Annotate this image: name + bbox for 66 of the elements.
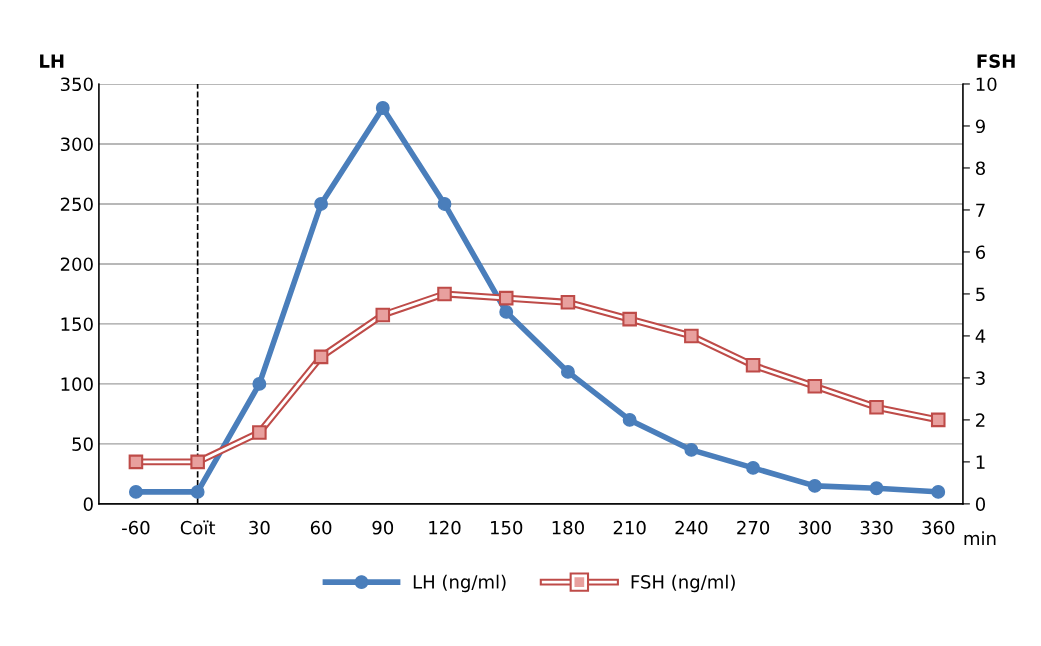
x-tick-label: 120	[429, 520, 461, 535]
point	[684, 328, 699, 344]
x-tick-label: 360	[922, 520, 955, 535]
point	[869, 481, 884, 496]
y2-tick-label: 7	[976, 203, 985, 217]
y2-tick-label: 8	[975, 161, 985, 176]
y-tick-label: 300	[60, 137, 93, 152]
y-tick-label: 250	[60, 197, 93, 212]
point	[437, 286, 452, 302]
y2-tick-label: 0	[975, 497, 986, 511]
point	[931, 484, 946, 499]
y-tick-label: 350	[60, 77, 93, 92]
point	[499, 304, 514, 319]
y2-tick-label: 5	[976, 287, 985, 302]
x-tick-label: 240	[675, 520, 708, 535]
x-axis-title: min	[964, 531, 996, 545]
x-tick-label: 180	[552, 520, 584, 535]
y2-tick-label: 10	[976, 77, 997, 92]
y2-axis-title: FSH	[977, 54, 1015, 68]
x-tick-label: 60	[310, 520, 332, 535]
y-tick-label: 150	[61, 317, 93, 332]
point	[746, 460, 761, 475]
point	[128, 484, 143, 499]
y-tick-label: 0	[83, 497, 93, 511]
y-axis-title: LH	[40, 54, 64, 68]
point	[930, 412, 946, 428]
point	[375, 307, 391, 323]
point	[622, 311, 637, 327]
point	[128, 454, 144, 470]
x-tick-label: 270	[737, 520, 770, 535]
x-tick-label: 150	[490, 520, 523, 535]
point	[684, 442, 699, 457]
x-tick-label: Coït	[180, 520, 216, 535]
point	[869, 400, 884, 415]
point	[560, 295, 576, 310]
y2-tick-label: 6	[975, 245, 986, 260]
point	[560, 364, 575, 379]
y-tick-label: 100	[61, 377, 93, 392]
x-tick-label: 330	[860, 520, 893, 535]
point	[622, 412, 637, 427]
point	[313, 349, 329, 365]
point	[375, 101, 390, 115]
x-tick-label: 300	[798, 520, 831, 535]
y2-tick-label: 2	[976, 413, 985, 427]
x-tick-label: 210	[613, 520, 646, 535]
x-tick-label: -60	[122, 520, 150, 535]
x-tick-label: 90	[372, 520, 394, 535]
point	[190, 454, 205, 470]
point	[437, 197, 452, 211]
y2-tick-label: 3	[976, 371, 985, 386]
legend-label: FSH (ng/ml)	[631, 574, 735, 593]
y-tick-label: 200	[60, 257, 93, 272]
point	[252, 376, 267, 391]
point	[498, 290, 514, 306]
legend-label: LH (ng/ml)	[413, 574, 506, 593]
point	[807, 379, 823, 394]
y2-tick-label: 4	[975, 329, 986, 343]
y-tick-label: 50	[72, 437, 93, 452]
y2-tick-label: 9	[975, 119, 985, 134]
point	[807, 478, 822, 493]
point	[314, 197, 329, 211]
x-tick-label: 30	[249, 520, 270, 535]
y2-tick-label: 1	[976, 455, 985, 469]
point	[745, 358, 761, 373]
point	[190, 484, 205, 499]
point	[252, 425, 267, 440]
